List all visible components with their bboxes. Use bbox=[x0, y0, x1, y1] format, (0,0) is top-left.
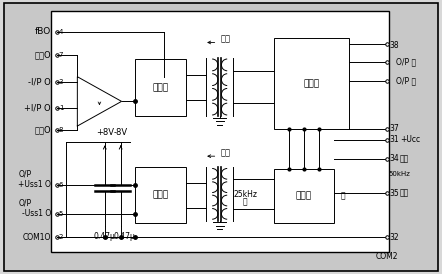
Text: +8V: +8V bbox=[96, 128, 114, 137]
Bar bbox=[135, 59, 186, 116]
Text: 调零O: 调零O bbox=[34, 126, 51, 135]
Text: -Uss1 O: -Uss1 O bbox=[22, 209, 51, 218]
Text: +Ucc: +Ucc bbox=[400, 135, 420, 144]
Text: +Uss1 O: +Uss1 O bbox=[18, 181, 51, 189]
Text: 信号: 信号 bbox=[221, 34, 231, 43]
Bar bbox=[135, 167, 186, 223]
Text: 时钟: 时钟 bbox=[400, 189, 409, 198]
Text: 3: 3 bbox=[59, 79, 63, 85]
Text: 调制器: 调制器 bbox=[152, 83, 168, 92]
Text: 电源: 电源 bbox=[221, 148, 231, 157]
Text: COM2: COM2 bbox=[376, 252, 398, 261]
Text: 副: 副 bbox=[243, 197, 248, 206]
Text: 5: 5 bbox=[59, 211, 63, 217]
Text: O/P 低: O/P 低 bbox=[396, 76, 416, 85]
Text: 25kHz: 25kHz bbox=[233, 190, 257, 199]
Text: 0.47μ: 0.47μ bbox=[113, 232, 135, 241]
Bar bbox=[51, 11, 389, 252]
Text: 整流器: 整流器 bbox=[152, 191, 168, 200]
Text: 31: 31 bbox=[389, 135, 399, 144]
Text: O/P 高: O/P 高 bbox=[396, 57, 416, 66]
Text: +I/P O: +I/P O bbox=[24, 104, 51, 113]
Text: 振荡器: 振荡器 bbox=[296, 192, 312, 200]
Text: 0.47μ: 0.47μ bbox=[94, 232, 116, 241]
Text: 7: 7 bbox=[59, 52, 63, 58]
Text: 2: 2 bbox=[59, 234, 63, 240]
Text: 50kHz: 50kHz bbox=[389, 171, 411, 177]
Text: O/P: O/P bbox=[19, 170, 32, 178]
Text: O/P: O/P bbox=[19, 199, 32, 208]
Text: 副: 副 bbox=[340, 192, 345, 200]
Text: -8V: -8V bbox=[114, 128, 128, 137]
Text: fBO: fBO bbox=[34, 27, 51, 36]
Text: 32: 32 bbox=[389, 233, 399, 241]
Text: -I/P O: -I/P O bbox=[28, 78, 51, 87]
Text: 6: 6 bbox=[59, 182, 63, 188]
Text: 解调器: 解调器 bbox=[304, 79, 320, 88]
Text: 调零O: 调零O bbox=[34, 50, 51, 59]
Text: 38: 38 bbox=[389, 41, 399, 50]
Text: 34: 34 bbox=[389, 155, 399, 163]
Text: 35: 35 bbox=[389, 189, 399, 198]
Bar bbox=[274, 38, 349, 129]
Text: 时钟: 时钟 bbox=[400, 155, 409, 163]
Text: 4: 4 bbox=[59, 28, 63, 35]
Text: 8: 8 bbox=[59, 127, 63, 133]
Text: COM1O: COM1O bbox=[23, 233, 51, 241]
Text: 1: 1 bbox=[59, 105, 63, 111]
Text: 37: 37 bbox=[389, 124, 399, 133]
Bar bbox=[274, 169, 334, 223]
